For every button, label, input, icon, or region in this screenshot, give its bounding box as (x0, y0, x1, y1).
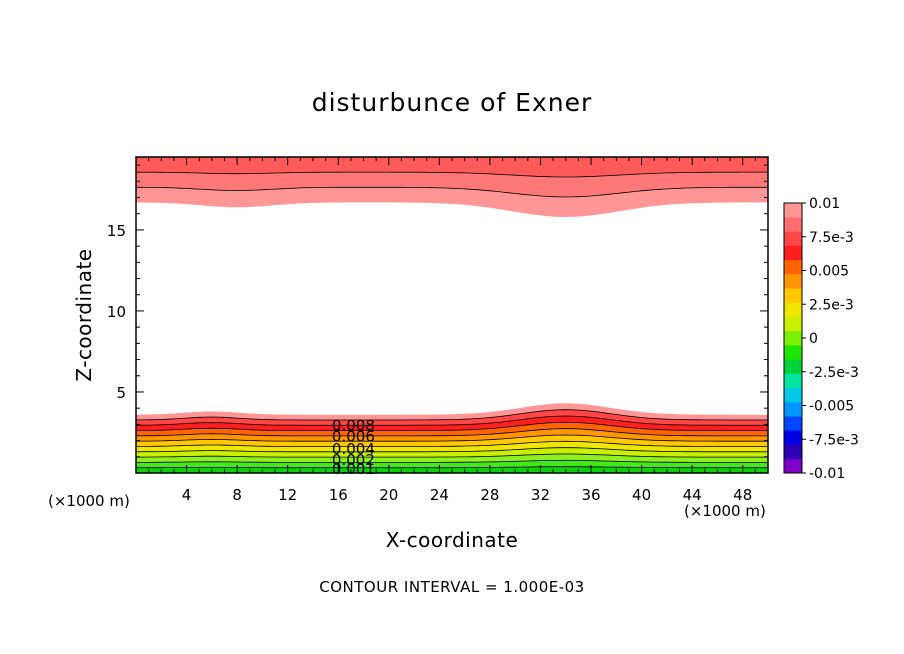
colorbar-swatch (784, 203, 802, 218)
contour-label: 0.008 (332, 416, 375, 434)
colorbar-swatch (784, 330, 802, 346)
top-contour-line-1 (136, 186, 768, 198)
bottom-band-2 (136, 454, 768, 463)
contour-line-6 (136, 434, 768, 442)
colorbar-label: 2.5e-3 (809, 297, 854, 313)
colorbar-swatch (784, 231, 802, 246)
x-tick-label: 32 (531, 486, 550, 504)
colorbar-swatch (784, 302, 802, 317)
y-tick-label: 10 (107, 303, 126, 321)
top-contour-line-2 (136, 171, 768, 178)
contour-line-7 (136, 428, 768, 437)
colorbar-swatch (784, 401, 802, 417)
bottom-band-5 (136, 435, 768, 447)
contour-label: 0.006 (332, 428, 375, 446)
y-tick-label: 15 (107, 222, 126, 240)
colorbar-swatch (784, 430, 802, 445)
x-tick-label: 24 (430, 486, 449, 504)
contour-line-8 (136, 421, 768, 431)
colorbar-swatch (784, 359, 802, 374)
x-unit-right: (×1000 m) (684, 502, 766, 520)
colorbar-swatch (784, 217, 802, 232)
colorbar-swatch (784, 458, 802, 474)
x-axis-label: X-coordinate (385, 528, 519, 552)
contour-label: 0.004 (332, 440, 375, 458)
contour-line-2 (136, 459, 768, 463)
colorbar-label: -7.5e-3 (809, 432, 859, 448)
colorbar-swatch (784, 416, 802, 431)
bottom-band-10 (136, 403, 768, 420)
contour-interval-text: CONTOUR INTERVAL = 1.000E-03 (319, 578, 585, 596)
colorbar-swatch (784, 259, 802, 275)
colorbar-swatch (784, 274, 802, 289)
contour-label: 0.001 (332, 460, 375, 478)
contour-line-5 (135, 440, 768, 447)
y-axis-label: Z-coordinate (72, 248, 96, 382)
contour-line-9 (136, 415, 768, 426)
x-tick-label: 8 (232, 486, 242, 504)
colorbar-swatch (784, 387, 802, 403)
x-tick-label: 28 (480, 486, 499, 504)
bottom-band-3 (136, 447, 768, 458)
y-tick-label: 5 (116, 384, 126, 402)
chart-title: disturbunce of Exner (311, 88, 593, 117)
contour-line-4 (135, 447, 768, 453)
contour-label: 0.002 (332, 451, 375, 469)
contour-line-3 (136, 453, 768, 458)
x-tick-label: 36 (581, 486, 600, 504)
x-tick-label: 12 (278, 486, 297, 504)
x-tick-label: 4 (182, 486, 192, 504)
contour-line-1 (136, 466, 768, 469)
x-tick-label: 48 (733, 486, 752, 504)
x-tick-label: 44 (683, 486, 702, 504)
colorbar-swatch (784, 373, 802, 389)
colorbar-swatch (784, 316, 802, 332)
x-tick-label: 16 (329, 486, 348, 504)
colorbar-swatch (784, 245, 802, 261)
top-band-0 (136, 187, 768, 217)
colorbar-swatch (784, 444, 802, 460)
bottom-band-1 (136, 460, 768, 468)
colorbar-label: -2.5e-3 (809, 365, 859, 381)
colorbar-swatch (784, 345, 802, 360)
x-tick-label: 20 (379, 486, 398, 504)
x-tick-label: 40 (632, 486, 651, 504)
contour-line-10 (136, 409, 768, 421)
top-band-2 (136, 157, 768, 177)
colorbar-label: 0.005 (809, 264, 849, 280)
colorbar-label: -0.005 (809, 399, 854, 415)
colorbar-label: -0.01 (809, 466, 845, 482)
colorbar-label: 0.01 (809, 196, 840, 212)
colorbar-label: 0 (809, 331, 818, 347)
x-unit-left: (×1000 m) (48, 492, 130, 510)
top-band-1 (136, 172, 768, 197)
colorbar-swatch (784, 288, 802, 303)
colorbar-label: 7.5e-3 (809, 230, 854, 246)
